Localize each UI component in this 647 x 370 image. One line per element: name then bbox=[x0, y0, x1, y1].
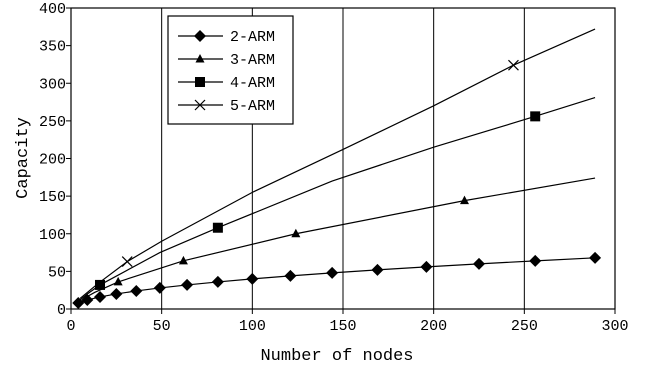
legend-marker-5-arm-stroke-b bbox=[194, 99, 206, 111]
legend-label-5-arm: 5-ARM bbox=[230, 98, 275, 115]
series-line-4-arm bbox=[77, 96, 596, 302]
y-tick-label-350: 350 bbox=[39, 39, 66, 56]
legend-label-4-arm: 4-ARM bbox=[230, 75, 275, 92]
point-4-arm-0 bbox=[95, 279, 106, 290]
point-2-arm-4 bbox=[130, 284, 143, 297]
x-tick-label-100: 100 bbox=[239, 318, 266, 335]
point-2-arm-9 bbox=[284, 269, 297, 282]
point-3-arm-2 bbox=[291, 228, 301, 238]
point-5-arm-0-stroke-b bbox=[121, 256, 133, 268]
x-tick-label-300: 300 bbox=[601, 318, 628, 335]
legend-marker-2-arm bbox=[194, 30, 206, 42]
point-4-arm-2 bbox=[530, 111, 541, 122]
series-4-arm bbox=[77, 96, 596, 302]
point-2-arm-8 bbox=[246, 272, 259, 285]
y-tick-label-200: 200 bbox=[39, 152, 66, 169]
x-tick-label-0: 0 bbox=[66, 318, 75, 335]
x-tick-label-50: 50 bbox=[153, 318, 171, 335]
point-2-arm-12 bbox=[420, 260, 433, 273]
x-tick-label-250: 250 bbox=[511, 318, 538, 335]
point-3-arm-3 bbox=[459, 195, 469, 205]
x-tick-label-200: 200 bbox=[420, 318, 447, 335]
point-3-arm-0 bbox=[113, 276, 123, 286]
legend-box bbox=[167, 15, 294, 125]
point-2-arm-2 bbox=[94, 290, 107, 303]
x-axis-title: Number of nodes bbox=[260, 347, 413, 366]
y-tick-label-100: 100 bbox=[39, 227, 66, 244]
point-2-arm-11 bbox=[371, 263, 384, 276]
series-2-arm bbox=[72, 251, 602, 309]
series-3-arm bbox=[83, 177, 596, 299]
point-2-arm-14 bbox=[529, 254, 542, 267]
point-2-arm-15 bbox=[589, 251, 602, 264]
legend: 2-ARM 3-ARM 4-ARM 5-ARM bbox=[167, 15, 294, 125]
point-4-arm-1 bbox=[212, 222, 223, 233]
point-2-arm-0 bbox=[72, 296, 85, 309]
y-tick-label-300: 300 bbox=[39, 76, 66, 93]
series-line-3-arm bbox=[83, 177, 596, 299]
y-tick-label-250: 250 bbox=[39, 114, 66, 131]
y-axis-title: Capacity bbox=[14, 117, 33, 199]
y-tick-label-150: 150 bbox=[39, 189, 66, 206]
legend-marker-4-arm bbox=[195, 77, 205, 87]
point-2-arm-13 bbox=[473, 257, 485, 270]
point-5-arm-0 bbox=[121, 256, 133, 268]
point-5-arm-1 bbox=[508, 59, 519, 71]
legend-marker-3-arm bbox=[195, 54, 205, 63]
series-group bbox=[72, 28, 602, 309]
series-5-arm bbox=[79, 28, 596, 299]
axes: 0 50 100 150 200 250 300 0 50 100 150 200 250 300 350 4… bbox=[39, 1, 629, 335]
x-tick-label-150: 150 bbox=[329, 318, 356, 335]
legend-label-2-arm: 2-ARM bbox=[230, 29, 275, 46]
series-line-2-arm bbox=[78, 257, 596, 304]
point-2-arm-10 bbox=[326, 266, 339, 279]
point-2-arm-6 bbox=[181, 278, 194, 291]
point-2-arm-3 bbox=[110, 287, 123, 300]
y-tick-label-400: 400 bbox=[39, 1, 66, 18]
y-tick-label-0: 0 bbox=[57, 302, 66, 319]
legend-marker-5-arm bbox=[194, 99, 206, 111]
point-3-arm-1 bbox=[178, 255, 188, 265]
point-5-arm-1-stroke-b bbox=[508, 59, 519, 71]
point-2-arm-7 bbox=[211, 275, 224, 288]
y-tick-label-50: 50 bbox=[48, 264, 66, 281]
legend-label-3-arm: 3-ARM bbox=[230, 52, 275, 69]
point-2-arm-5 bbox=[153, 281, 166, 294]
series-line-5-arm bbox=[79, 28, 596, 299]
